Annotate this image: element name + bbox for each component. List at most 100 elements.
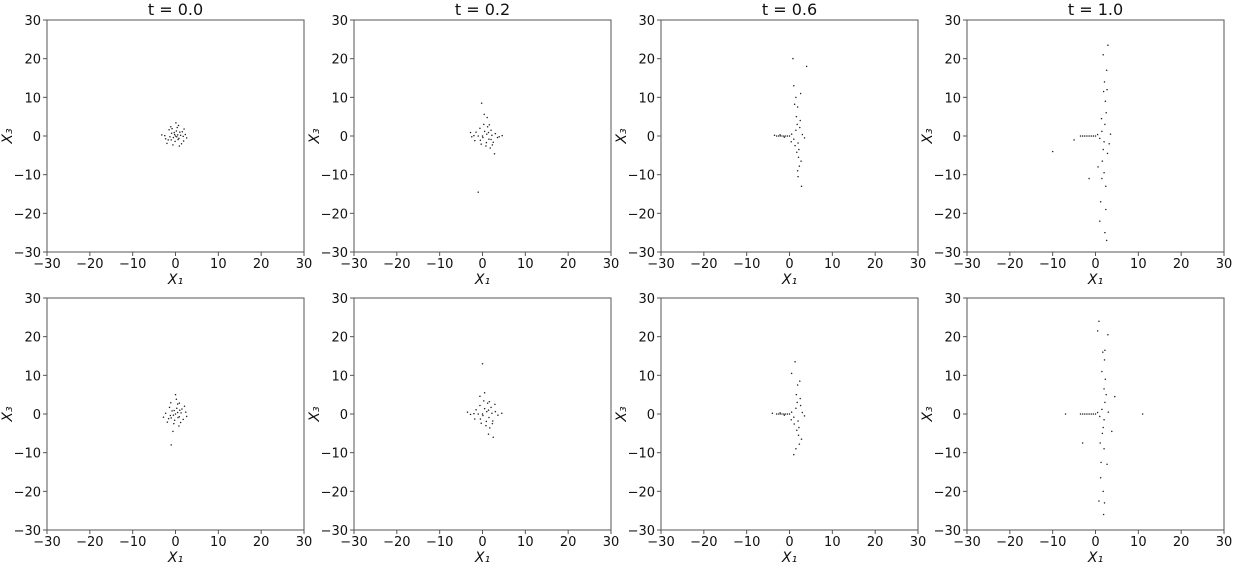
data-point <box>181 131 184 133</box>
subplot-5: −30 −20 −10 0 10 20 30 −30 −20 −10 0 10 20 30 X₁ X₃ <box>0 292 312 563</box>
x-tick-label: 10 <box>210 535 227 550</box>
data-point <box>173 419 176 421</box>
data-point <box>487 409 490 411</box>
data-point <box>170 444 172 446</box>
data-point <box>788 413 791 415</box>
x-tick-label: −30 <box>647 535 674 550</box>
x-tick-label: −20 <box>383 535 410 550</box>
data-point <box>797 156 800 159</box>
data-point <box>1102 351 1104 353</box>
x-axis-label: X₁ <box>781 550 797 563</box>
data-point <box>779 134 781 136</box>
data-point <box>790 419 792 421</box>
data-point <box>175 130 178 132</box>
data-point <box>475 409 477 411</box>
data-point <box>796 401 798 404</box>
y-tick-label: −10 <box>321 169 348 184</box>
data-point <box>1102 490 1104 493</box>
x-tick-label: −30 <box>33 535 60 550</box>
data-point <box>183 128 185 130</box>
y-tick-label: 0 <box>33 130 41 145</box>
data-point <box>1101 130 1103 133</box>
y-tick-label: −30 <box>934 524 961 539</box>
y-tick-label: 0 <box>953 408 961 423</box>
data-point <box>799 119 801 122</box>
subplot-8: −30 −20 −10 0 10 20 30 −30 −20 −10 0 10 20 30 X₁ X₃ <box>920 292 1232 563</box>
y-tick-label: 20 <box>638 53 655 68</box>
data-point <box>491 422 494 425</box>
data-point <box>1086 135 1088 137</box>
y-tick-label: 30 <box>944 14 961 29</box>
data-point <box>797 420 799 422</box>
subplot-title: t = 0.0 <box>148 0 203 19</box>
data-point <box>488 138 490 140</box>
x-tick-label: 30 <box>910 257 927 272</box>
subplot-7: −30 −20 −10 0 10 20 30 −30 −20 −10 0 10 20 30 X₁ X₃ <box>614 292 926 563</box>
data-point <box>493 153 496 155</box>
data-point <box>1106 88 1108 91</box>
x-tick-label: 30 <box>603 535 620 550</box>
data-point <box>778 135 780 137</box>
data-point <box>1103 171 1105 174</box>
x-tick-label: 0 <box>785 257 793 272</box>
data-point <box>485 424 487 427</box>
x-axis-label: X₁ <box>1087 272 1103 288</box>
data-point <box>1100 461 1102 464</box>
data-point <box>173 409 175 412</box>
data-point <box>797 142 799 144</box>
x-tick-label: −30 <box>340 257 367 272</box>
y-tick-label: 10 <box>944 369 961 384</box>
data-point <box>1079 135 1082 137</box>
data-point <box>1104 123 1106 126</box>
x-axis-label: X₁ <box>474 550 490 563</box>
data-point <box>792 57 794 60</box>
y-tick-label: −30 <box>321 246 348 261</box>
data-point <box>780 135 782 137</box>
data-point <box>479 395 481 397</box>
data-point <box>783 136 786 138</box>
data-point <box>180 412 182 414</box>
x-tick-label: −10 <box>733 257 760 272</box>
data-point <box>480 422 482 425</box>
data-point <box>167 417 170 420</box>
y-tick-label: 20 <box>24 53 41 68</box>
data-point <box>179 409 181 411</box>
data-point <box>1109 133 1112 135</box>
data-point <box>1111 430 1113 433</box>
data-point <box>1107 44 1109 46</box>
data-point <box>176 126 178 129</box>
data-point <box>780 413 782 415</box>
data-point <box>771 412 774 414</box>
data-point <box>1099 415 1101 418</box>
y-tick-label: −30 <box>628 524 655 539</box>
y-tick-label: −30 <box>934 246 961 261</box>
x-tick-label: −30 <box>340 535 367 550</box>
data-point <box>161 134 163 136</box>
data-point <box>799 126 801 129</box>
data-point <box>1106 152 1109 155</box>
data-point <box>1096 411 1099 414</box>
data-point <box>178 425 180 427</box>
data-point <box>1084 413 1086 415</box>
data-point <box>479 127 481 130</box>
data-point <box>1103 502 1106 504</box>
data-point <box>176 403 179 405</box>
data-point <box>773 134 776 136</box>
y-tick-label: 10 <box>331 91 348 106</box>
x-axis-label: X₁ <box>474 272 490 288</box>
data-point <box>171 127 173 130</box>
data-point <box>799 92 802 95</box>
data-point <box>1104 378 1107 380</box>
data-point <box>167 139 169 141</box>
x-tick-label: 20 <box>560 535 577 550</box>
data-point <box>174 413 177 415</box>
x-tick-label: −20 <box>383 257 410 272</box>
data-point <box>798 148 800 151</box>
data-point <box>491 134 493 136</box>
data-point <box>492 436 494 438</box>
y-tick-label: 20 <box>331 331 348 346</box>
y-tick-label: 0 <box>33 408 41 423</box>
y-tick-label: −20 <box>14 207 41 222</box>
data-point <box>1073 139 1075 141</box>
data-point <box>488 416 490 419</box>
